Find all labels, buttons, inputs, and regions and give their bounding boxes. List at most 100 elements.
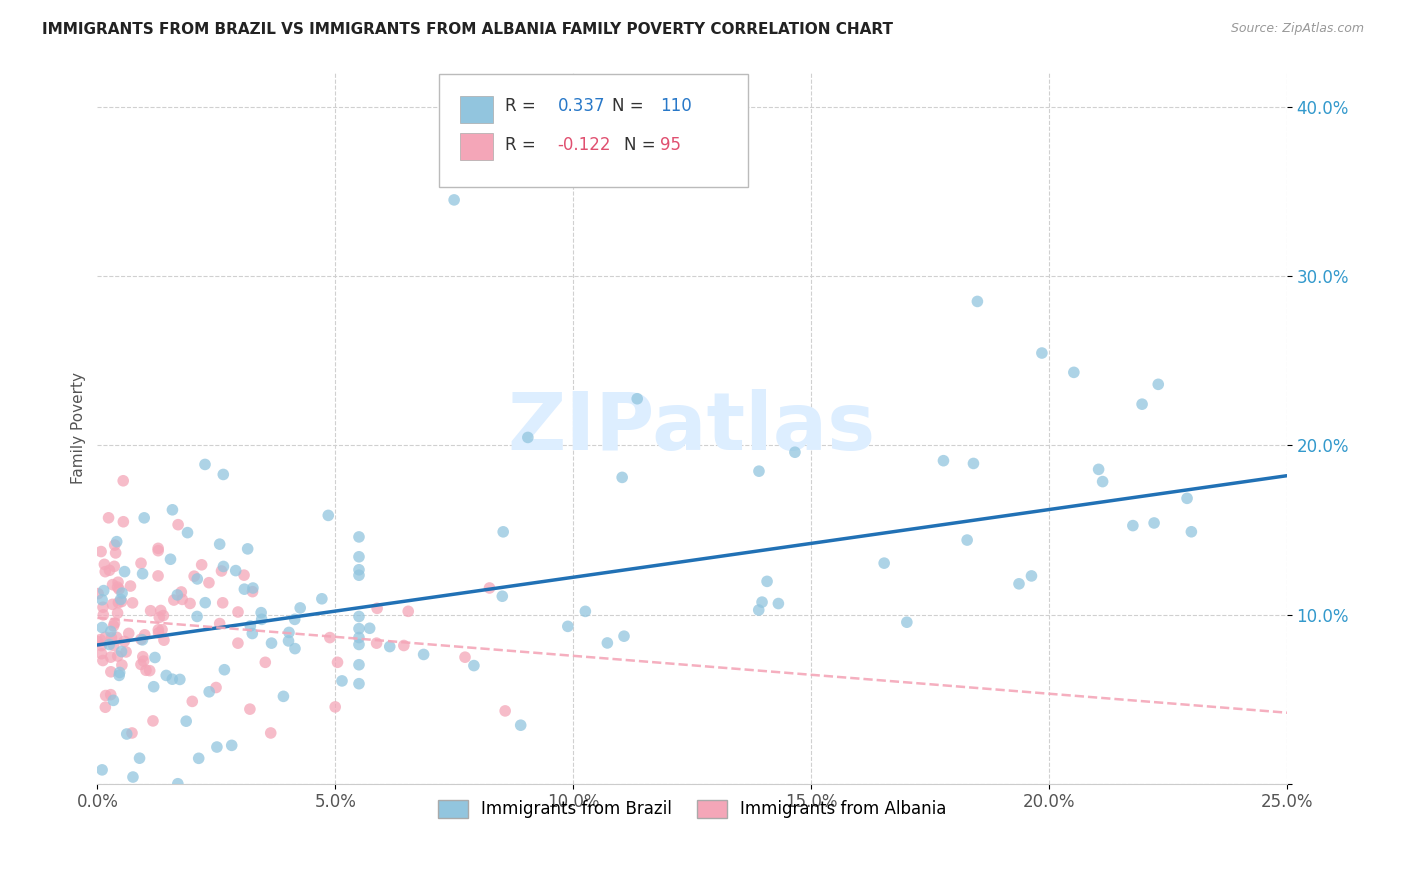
Point <box>208 616 231 631</box>
Point <box>132 649 155 664</box>
Text: -0.122: -0.122 <box>558 136 612 153</box>
Point <box>174 714 197 729</box>
Point <box>326 655 349 669</box>
Point <box>612 470 634 484</box>
Point <box>91 763 114 777</box>
Point <box>162 503 184 517</box>
Point <box>316 508 339 523</box>
Point <box>146 569 169 583</box>
Point <box>443 193 465 207</box>
Point <box>748 464 770 478</box>
Point <box>94 630 117 644</box>
Point <box>225 564 247 578</box>
Point <box>1175 491 1198 506</box>
Point <box>596 636 619 650</box>
Point <box>226 605 249 619</box>
Point <box>103 559 125 574</box>
Point <box>176 525 198 540</box>
Point <box>412 648 434 662</box>
Point <box>105 630 128 644</box>
Point <box>962 457 984 471</box>
Point <box>111 658 134 673</box>
Point <box>194 458 217 472</box>
Point <box>129 657 152 672</box>
Point <box>239 619 262 633</box>
Point <box>101 598 124 612</box>
Point <box>1008 577 1031 591</box>
Point <box>169 673 191 687</box>
Point <box>347 631 370 645</box>
Point <box>135 663 157 677</box>
Point <box>148 623 170 637</box>
Point <box>103 616 125 631</box>
Point <box>103 619 125 633</box>
Point <box>167 517 190 532</box>
Point <box>190 558 212 572</box>
Point <box>115 645 138 659</box>
Point <box>91 620 114 634</box>
Point <box>1130 397 1153 411</box>
Point <box>148 543 170 558</box>
Point <box>239 702 262 716</box>
Point <box>751 595 773 609</box>
Point <box>149 603 172 617</box>
Point <box>94 689 117 703</box>
Point <box>162 672 184 686</box>
Point <box>378 640 401 654</box>
Point <box>128 751 150 765</box>
Point <box>932 453 955 467</box>
Point <box>873 556 896 570</box>
Point <box>107 596 129 610</box>
Point <box>110 644 132 658</box>
Point <box>87 587 110 601</box>
Point <box>454 650 477 665</box>
Point <box>208 537 231 551</box>
Point <box>129 556 152 570</box>
Point <box>198 685 221 699</box>
Point <box>90 544 112 558</box>
Point <box>557 619 579 633</box>
Point <box>93 558 115 572</box>
Point <box>118 626 141 640</box>
Point <box>181 694 204 708</box>
Point <box>1021 569 1043 583</box>
Point <box>347 638 370 652</box>
Point <box>91 607 114 622</box>
Point <box>347 622 370 636</box>
Point <box>100 688 122 702</box>
Point <box>121 596 143 610</box>
Text: IMMIGRANTS FROM BRAZIL VS IMMIGRANTS FROM ALBANIA FAMILY POVERTY CORRELATION CHA: IMMIGRANTS FROM BRAZIL VS IMMIGRANTS FRO… <box>42 22 893 37</box>
Point <box>142 680 165 694</box>
Point <box>509 718 531 732</box>
Point <box>114 565 136 579</box>
Point <box>1063 365 1085 379</box>
Point <box>163 593 186 607</box>
Point <box>966 294 988 309</box>
Point <box>111 586 134 600</box>
Text: 95: 95 <box>659 136 681 153</box>
Point <box>100 665 122 679</box>
Point <box>112 515 135 529</box>
Point <box>131 632 153 647</box>
Point <box>138 664 160 678</box>
Point <box>1143 516 1166 530</box>
Point <box>240 626 263 640</box>
Point <box>478 581 501 595</box>
Point <box>211 564 233 578</box>
Point <box>211 596 233 610</box>
Point <box>166 588 188 602</box>
Point <box>392 639 415 653</box>
Point <box>134 511 156 525</box>
Point <box>155 668 177 682</box>
Point <box>100 650 122 665</box>
Point <box>108 582 131 597</box>
Point <box>94 565 117 579</box>
Point <box>194 596 217 610</box>
Point <box>233 582 256 597</box>
Point <box>89 632 111 647</box>
Point <box>347 549 370 564</box>
Point <box>242 581 264 595</box>
Text: N =: N = <box>624 136 661 153</box>
Point <box>132 654 155 668</box>
Point <box>330 673 353 688</box>
